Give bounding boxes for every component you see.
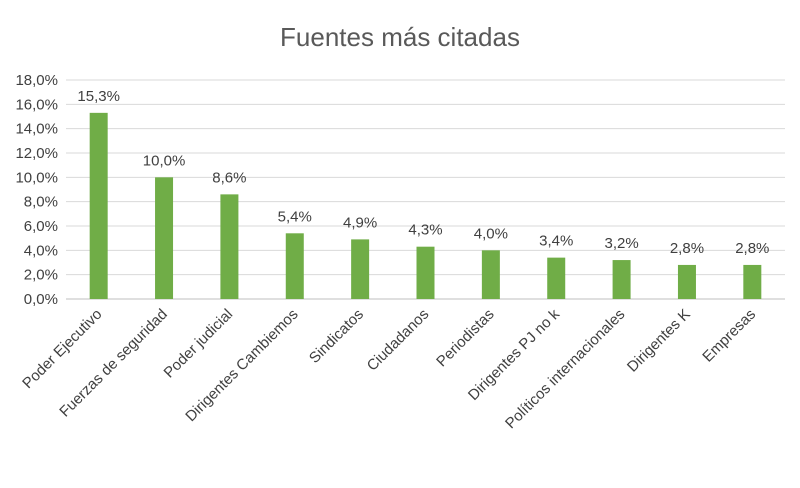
y-axis-ticks: 0,0% 2,0% 4,0% 6,0% 8,0% 10,0% 12,0% 14,0% 16,0%… [15,72,58,308]
y-tick-label: 14,0% [15,121,58,138]
x-tick-label: Ciudadanos [364,306,433,375]
bars [89,112,762,299]
bar [155,177,174,299]
y-tick-label: 2,0% [24,267,58,284]
data-label: 5,4% [278,208,312,225]
y-tick-label: 0,0% [24,291,58,308]
x-tick-label: Dirigentes K [624,306,694,376]
y-tick-label: 18,0% [15,72,58,89]
x-tick-label: Políticos internacionales [502,306,628,432]
x-tick-label: Sindicatos [306,306,367,367]
gridlines [66,79,785,300]
data-label: 2,8% [735,240,769,257]
y-tick-label: 8,0% [24,194,58,211]
data-label: 8,6% [212,169,246,186]
bar [612,260,631,299]
bar [351,239,370,299]
bar [89,112,108,299]
y-tick-label: 12,0% [15,145,58,162]
x-tick-label: Dirigentes Cambiemos [182,306,301,425]
bar [743,264,762,299]
bar [677,264,696,299]
data-label: 15,3% [77,88,120,105]
data-label: 2,8% [670,240,704,257]
data-label: 4,9% [343,214,377,231]
x-tick-label: Periodistas [433,306,497,370]
y-tick-label: 4,0% [24,242,58,259]
y-tick-label: 6,0% [24,218,58,235]
bar [220,194,239,299]
data-label: 4,3% [408,222,442,239]
x-tick-label: Fuerzas de seguridad [56,306,171,421]
y-tick-label: 10,0% [15,169,58,186]
data-labels: 15,3% 10,0% 8,6% 5,4% 4,9% 4,3% 4,0% 3,4% 3,2% 2,… [77,88,769,257]
data-label: 3,2% [604,235,638,252]
data-label: 3,4% [539,233,573,250]
data-label: 4,0% [474,225,508,242]
bar [481,250,500,299]
y-tick-label: 16,0% [15,96,58,113]
data-label: 10,0% [143,152,186,169]
bar [547,257,566,299]
chart-title: Fuentes más citadas [280,22,520,52]
bar [285,233,304,299]
bar [416,246,435,299]
x-tick-label: Empresas [699,306,759,366]
